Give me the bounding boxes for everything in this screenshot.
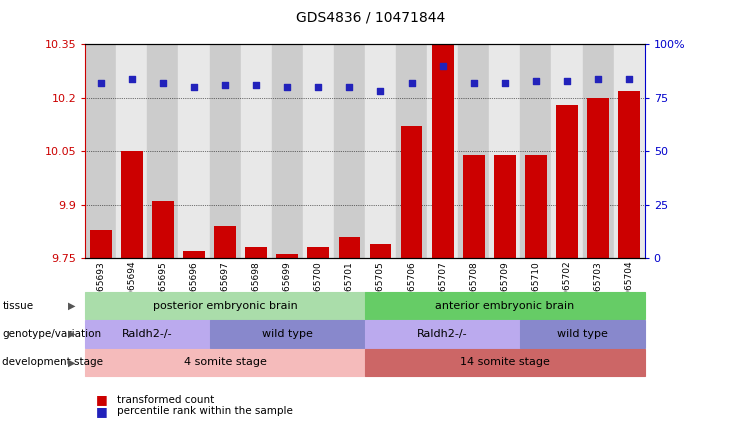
Point	[157, 80, 169, 86]
Bar	[427, 44, 458, 258]
Bar	[463, 155, 485, 258]
Text: development stage: development stage	[2, 357, 103, 367]
Text: 4 somite stage: 4 somite stage	[184, 357, 267, 367]
Text: genotype/variation: genotype/variation	[2, 329, 102, 339]
Bar	[183, 251, 205, 258]
Point	[313, 84, 325, 91]
Bar	[214, 226, 236, 258]
Bar	[334, 44, 365, 258]
Bar	[370, 244, 391, 258]
Text: ▶: ▶	[68, 301, 76, 310]
Text: tissue: tissue	[2, 301, 33, 310]
Text: Raldh2-/-: Raldh2-/-	[122, 329, 173, 339]
Bar	[179, 44, 210, 258]
Bar	[241, 44, 272, 258]
Bar	[365, 44, 396, 258]
Bar	[525, 155, 547, 258]
Bar	[85, 44, 116, 258]
Bar	[121, 151, 143, 258]
Bar	[152, 201, 174, 258]
Bar	[210, 44, 241, 258]
Point	[95, 80, 107, 86]
Bar	[308, 247, 329, 258]
Text: 14 somite stage: 14 somite stage	[460, 357, 550, 367]
Point	[499, 80, 511, 86]
Point	[436, 63, 448, 69]
Bar	[556, 105, 578, 258]
Bar	[489, 44, 520, 258]
Bar	[245, 247, 267, 258]
Text: wild type: wild type	[262, 329, 313, 339]
Bar	[90, 230, 112, 258]
Point	[530, 77, 542, 84]
Bar	[276, 255, 298, 258]
Point	[126, 75, 138, 82]
Point	[468, 80, 479, 86]
Text: wild type: wild type	[557, 329, 608, 339]
Text: ■: ■	[96, 393, 108, 406]
Bar	[587, 98, 609, 258]
Bar	[303, 44, 334, 258]
Bar	[520, 44, 551, 258]
Bar	[458, 44, 489, 258]
Point	[219, 82, 231, 88]
Point	[344, 84, 356, 91]
Text: ▶: ▶	[68, 329, 76, 339]
Text: Raldh2-/-: Raldh2-/-	[417, 329, 468, 339]
Bar	[116, 44, 147, 258]
Text: posterior embryonic brain: posterior embryonic brain	[153, 301, 297, 310]
Point	[592, 75, 604, 82]
Point	[250, 82, 262, 88]
Bar	[614, 44, 645, 258]
Bar	[551, 44, 582, 258]
Bar	[618, 91, 640, 258]
Point	[561, 77, 573, 84]
Bar	[582, 44, 614, 258]
Bar	[147, 44, 179, 258]
Bar	[432, 44, 453, 258]
Point	[282, 84, 293, 91]
Text: anterior embryonic brain: anterior embryonic brain	[435, 301, 574, 310]
Bar	[396, 44, 427, 258]
Bar	[494, 155, 516, 258]
Text: GDS4836 / 10471844: GDS4836 / 10471844	[296, 11, 445, 25]
Point	[188, 84, 200, 91]
Bar	[401, 126, 422, 258]
Point	[374, 88, 386, 95]
Bar	[272, 44, 303, 258]
Text: percentile rank within the sample: percentile rank within the sample	[117, 406, 293, 416]
Point	[623, 75, 635, 82]
Text: ▶: ▶	[68, 357, 76, 367]
Text: ■: ■	[96, 405, 108, 418]
Point	[405, 80, 417, 86]
Text: transformed count: transformed count	[117, 395, 214, 405]
Bar	[339, 237, 360, 258]
